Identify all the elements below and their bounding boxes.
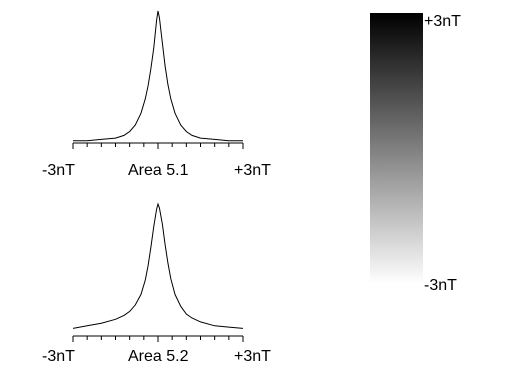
plot2-series-line	[72, 202, 244, 329]
plot1-xmax-label: +3nT	[234, 162, 271, 179]
plot2-xmax-label: +3nT	[234, 348, 271, 365]
plot1-ticks	[72, 143, 244, 149]
plot1-series-line	[73, 10, 243, 142]
plot-area-5-1: -3nT Area 5.1 +3nT	[42, 10, 271, 179]
plot2-xmin-label: -3nT	[42, 348, 75, 365]
colorbar: +3nT -3nT	[370, 13, 461, 294]
colorbar-max-label: +3nT	[424, 13, 461, 30]
plot1-title: Area 5.1	[128, 162, 189, 179]
colorbar-gradient	[370, 13, 423, 284]
plot1-curve-group	[73, 10, 243, 142]
plot2-title: Area 5.2	[128, 348, 189, 365]
colorbar-min-label: -3nT	[424, 277, 457, 294]
plot1-xmin-label: -3nT	[42, 162, 75, 179]
plot-area-5-2: -3nT Area 5.2 +3nT	[42, 202, 271, 365]
plot2-ticks	[72, 336, 244, 342]
plot2-curve-group	[72, 202, 244, 329]
